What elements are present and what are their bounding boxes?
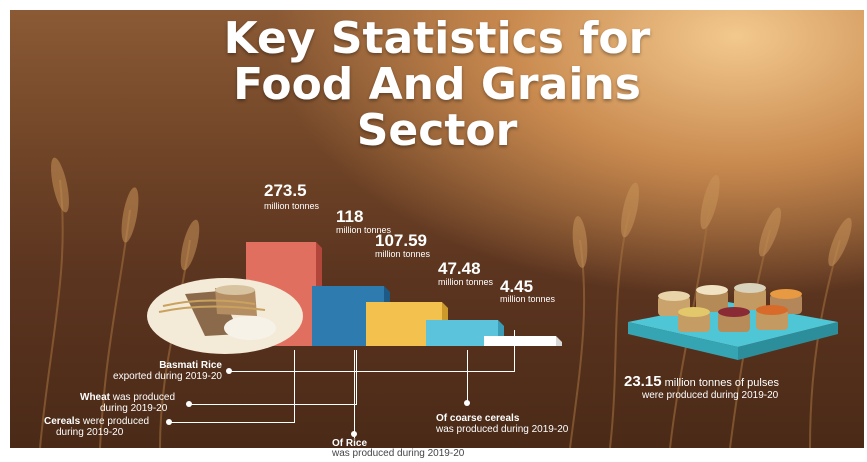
- connector-cereals-v: [294, 350, 295, 423]
- connector-wheat-h: [190, 404, 356, 405]
- infographic: Key Statistics for Food And Grains Secto…: [10, 10, 864, 448]
- connector-cereals-h: [170, 422, 294, 423]
- bar-4: [484, 336, 556, 346]
- title-line-3: Sector: [356, 105, 518, 156]
- caption-cereals-detail: during 2019-20: [56, 427, 124, 438]
- connector-basmati-h: [230, 371, 514, 372]
- value-label-rice: 47.48: [438, 259, 481, 278]
- value-label-basmati: 273.5: [264, 181, 307, 200]
- caption-rice-detail: was produced during 2019-20: [332, 448, 465, 459]
- caption-pulses-detail: were produced during 2019-20: [642, 390, 779, 401]
- connector-dot-coarse: [464, 400, 470, 406]
- caption-rice: Of Rice: [332, 438, 368, 448]
- title-line-1: Key Statistics for: [223, 13, 651, 64]
- connector-basmati-v: [514, 330, 515, 372]
- connector-wheat-v: [356, 350, 357, 405]
- pulses-value: 23.15: [624, 373, 662, 390]
- connector-coarse-v: [467, 350, 468, 405]
- pulses-illustration: [628, 283, 838, 360]
- unit-label-wheat: million tonnes: [336, 225, 392, 235]
- title-line-2: Food And Grains: [233, 59, 641, 110]
- caption-cereals: Cereals were produced: [44, 416, 150, 427]
- unit-label-rice: million tonnes: [438, 277, 494, 287]
- value-label-coarse: 4.45: [500, 277, 534, 296]
- caption-pulses: 23.15 million tonnes of pulses: [624, 373, 779, 390]
- connector-dot-cereals: [166, 419, 172, 425]
- connector-dot-wheat: [186, 401, 192, 407]
- connector-dot-rice: [351, 431, 357, 437]
- caption-basmati-detail: exported during 2019-20: [113, 371, 222, 382]
- unit-label-basmati: million tonnes: [264, 201, 320, 211]
- bar-side-4: [556, 336, 562, 346]
- connector-rice-v: [354, 350, 355, 438]
- caption-coarse-detail: was produced during 2019-20: [436, 424, 569, 435]
- value-label-cereals: 107.59: [375, 231, 427, 250]
- caption-basmati: Basmati Rice: [159, 360, 222, 371]
- value-label-wheat: 118: [336, 207, 364, 226]
- unit-label-coarse: million tonnes: [500, 294, 556, 304]
- caption-wheat-detail: during 2019-20: [100, 403, 168, 414]
- rice-sack-illustration: [147, 278, 303, 354]
- connector-dot-basmati: [226, 368, 232, 374]
- unit-label-cereals: million tonnes: [375, 249, 431, 259]
- caption-wheat: Wheat was produced: [80, 392, 176, 403]
- caption-coarse: Of coarse cereals: [436, 413, 520, 424]
